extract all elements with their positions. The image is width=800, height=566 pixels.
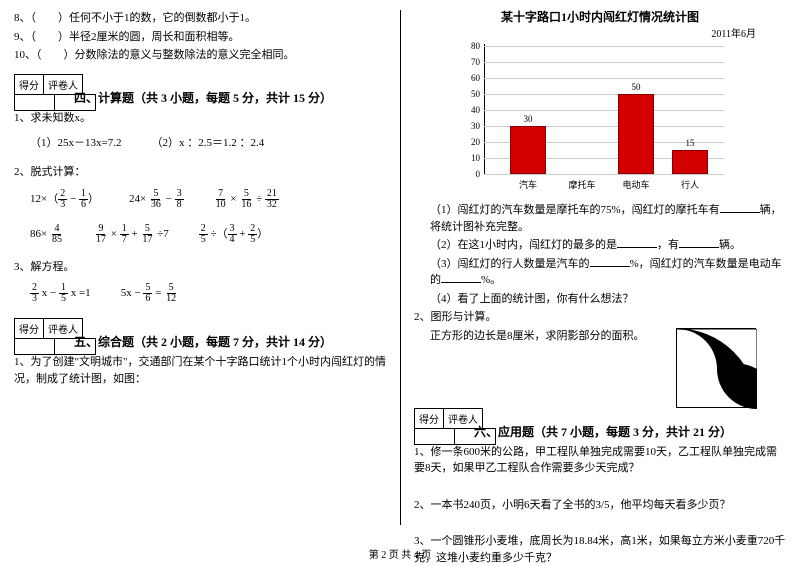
rq3a: （3）闯红灯的行人数量是汽车的 <box>430 258 590 270</box>
page-footer: 第 2 页 共 4 页 <box>0 546 800 561</box>
blank <box>590 256 630 267</box>
expr-3: 710 × 516 ÷ 2132 <box>214 189 279 210</box>
rq2: （2）在这1小时内，闯红灯的最多的是 ，有 辆。 <box>430 237 786 254</box>
expr-4: 86× 485 <box>30 224 64 245</box>
calc-row-2: 86× 485 917 × 17 + 517 ÷7 25 ÷（34 + 25） <box>30 224 386 245</box>
chart-title: 某十字路口1小时内闯红灯情况统计图 <box>414 8 786 25</box>
blank <box>617 237 657 248</box>
rq2a: （2）在这1小时内，闯红灯的最多的是 <box>430 239 617 251</box>
q6-2: 2、一本书240页，小明6天看了全书的3/5，他平均每天看多少页？ <box>414 497 786 514</box>
eq-1: 23 x − 15 x =1 <box>30 283 91 304</box>
y-axis <box>484 44 485 174</box>
score-cell <box>15 95 55 110</box>
geometry-figure <box>676 328 756 408</box>
score-box-4: 得分 评卷人 <box>14 74 83 95</box>
q4-1a: （1）25x－13x=7.2 <box>30 134 121 150</box>
rq3: （3）闯红灯的行人数量是汽车的%，闯红灯的汽车数量是电动车的%。 <box>430 256 786 289</box>
q5-1: 1、为了创建"文明城市"，交通部门在某个十字路口统计1个小时内闯红灯的情况，制成… <box>14 354 386 387</box>
question-9: 9、（ ）半径2厘米的圆，周长和面积相等。 <box>14 29 386 46</box>
score-label: 得分 <box>15 319 44 338</box>
q6-1: 1、修一条600米的公路，甲工程队单独完成需要10天，乙工程队单独完成需要8天，… <box>414 444 786 477</box>
rq1-text: （1）闯红灯的汽车数量是摩托车的75%，闯红灯的摩托车有 <box>430 204 720 216</box>
expr-6: 25 ÷（34 + 25） <box>199 224 269 245</box>
score-cell <box>415 429 455 444</box>
expr-5: 917 × 17 + 517 ÷7 <box>94 224 169 245</box>
section-6-title: 六、应用题（共 7 小题，每题 3 分，共计 21 分） <box>474 423 786 440</box>
q4-3: 3、解方程。 <box>14 259 386 276</box>
score-cell <box>15 339 55 354</box>
section-4-title: 四、计算题（共 3 小题，每题 5 分，共计 15 分） <box>74 89 386 106</box>
question-10: 10、（ ）分数除法的意义与整数除法的意义完全相同。 <box>14 47 386 64</box>
geo-svg <box>677 329 757 409</box>
score-label: 得分 <box>15 75 44 94</box>
calc-row-1: 12×（23 − 16） 24× 536 − 38 710 × 516 ÷ 21… <box>30 189 386 210</box>
left-column: 8、（ ）任何不小于1的数，它的倒数都小于1。 9、（ ）半径2厘米的圆，周长和… <box>0 0 400 540</box>
q2-title: 2、图形与计算。 <box>414 309 786 326</box>
expr-2: 24× 536 − 38 <box>129 189 184 210</box>
q4-1: 1、求未知数x。 <box>14 110 386 127</box>
bar-chart: 0102030405060708030汽车摩托车50电动车15行人 <box>460 44 740 194</box>
score-label: 得分 <box>415 409 444 428</box>
eq-row: 23 x − 15 x =1 5x − 56 = 512 <box>30 283 386 304</box>
chart-date: 2011年6月 <box>414 25 756 40</box>
q4-1b: （2）x ：2.5＝1.2 ：2.4 <box>151 134 264 150</box>
section-5-title: 五、综合题（共 2 小题，每题 7 分，共计 14 分） <box>74 333 386 350</box>
expr-1: 12×（23 − 16） <box>30 189 99 210</box>
right-column: 某十字路口1小时内闯红灯情况统计图 2011年6月 01020304050607… <box>400 0 800 540</box>
rq2c: 辆。 <box>719 239 741 251</box>
eq-2: 5x − 56 = 512 <box>121 283 178 304</box>
q4-1-row: （1）25x－13x=7.2 （2）x ：2.5＝1.2 ：2.4 <box>30 134 386 150</box>
rq3c: %。 <box>481 274 501 286</box>
question-8: 8、（ ）任何不小于1的数，它的倒数都小于1。 <box>14 10 386 27</box>
q4-2: 2、脱式计算： <box>14 164 386 181</box>
blank <box>720 202 760 213</box>
score-box-6: 得分 评卷人 <box>414 408 483 429</box>
rq1: （1）闯红灯的汽车数量是摩托车的75%，闯红灯的摩托车有辆，将统计图补充完整。 <box>430 202 786 235</box>
blank <box>441 272 481 283</box>
rq4: （4）看了上面的统计图，你有什么想法？ <box>430 291 786 308</box>
rq2b: ，有 <box>657 239 679 251</box>
score-box-5: 得分 评卷人 <box>14 318 83 339</box>
blank <box>679 237 719 248</box>
